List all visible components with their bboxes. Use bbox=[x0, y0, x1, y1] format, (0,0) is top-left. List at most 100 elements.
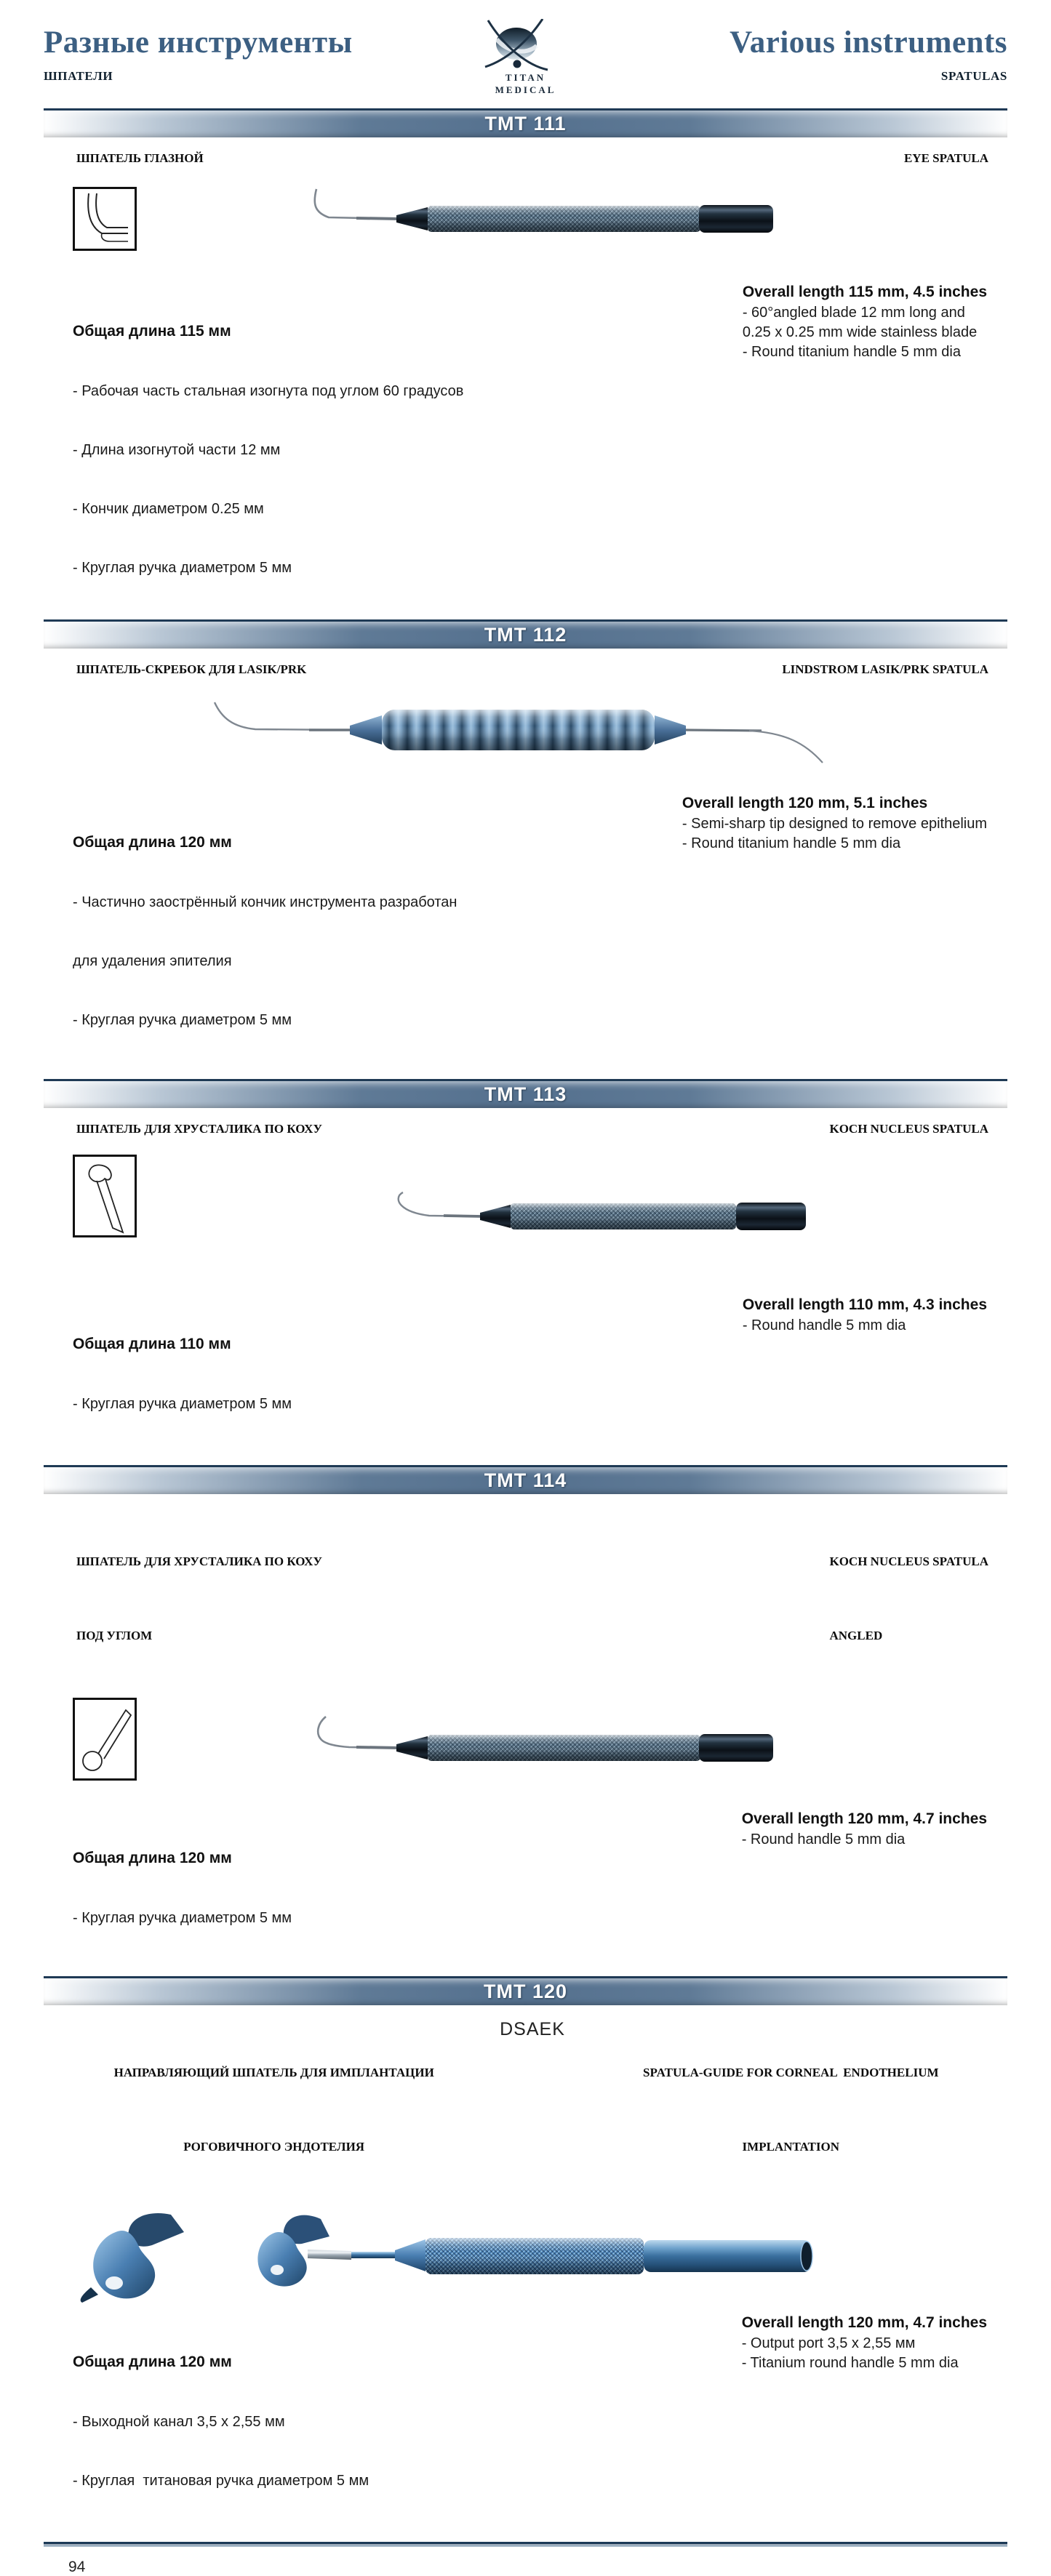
desc-title: Overall length 115 mm, 4.5 inches bbox=[742, 283, 987, 300]
page-number: 94 bbox=[68, 2558, 86, 2575]
section-banner: TMT 114 bbox=[44, 1464, 1007, 1494]
section-tmt-111: TMT 111 ШПАТЕЛЬ ГЛАЗНОЙ EYE SPATULA bbox=[44, 108, 1007, 617]
desc-line: - Круглая титановая ручка диаметром 5 мм bbox=[73, 2472, 369, 2489]
description-row: Общая длина 115 мм - Рабочая часть сталь… bbox=[44, 281, 1007, 617]
section-subheader: НАПРАВЛЯЮЩИЙ ШПАТЕЛЬ ДЛЯ ИМПЛАНТАЦИИ РОГ… bbox=[44, 2011, 1007, 2209]
figure-row bbox=[44, 2209, 1007, 2311]
desc-line: - Round titanium handle 5 mm dia bbox=[742, 343, 961, 360]
tip-drawing-thumbnail bbox=[73, 1697, 137, 1781]
titan-medical-logo: TITAN MEDICAL bbox=[479, 19, 573, 97]
instrument-photo bbox=[240, 182, 815, 254]
description-row: Общая длина 110 мм - Круглая ручка диаме… bbox=[44, 1294, 1007, 1453]
desc-title: Overall length 120 mm, 4.7 inches bbox=[741, 1810, 987, 1827]
description-row: Общая длина 120 мм - Выходной канал 3,5 … bbox=[44, 2312, 1007, 2530]
tip-drawing-thumbnail bbox=[73, 186, 137, 251]
instrument-114-svg bbox=[316, 1715, 773, 1762]
page-subtitle-en: SPATULAS bbox=[940, 69, 1007, 84]
desc-line: - Выходной канал 3,5 x 2,55 мм bbox=[73, 2413, 285, 2430]
section-title-ru: ШПАТЕЛЬ ДЛЯ ХРУСТАЛИКА ПО КОХУ ПОД УГЛОМ bbox=[76, 1500, 322, 1698]
desc-line: - Round titanium handle 5 mm dia bbox=[682, 835, 901, 851]
section-code: TMT 114 bbox=[484, 1469, 567, 1491]
desc-line: - Output port 3,5 x 2,55 мм bbox=[741, 2335, 916, 2351]
desc-line: - Рабочая часть стальная изогнута под уг… bbox=[73, 382, 464, 399]
page-title-en: Various instruments bbox=[730, 25, 1007, 60]
description-ru: Общая длина 120 мм - Выходной канал 3,5 … bbox=[44, 2312, 369, 2530]
section-title-en: KOCH NUCLEUS SPATULA ANGLED bbox=[829, 1500, 988, 1698]
description-ru: Общая длина 120 мм - Круглая ручка диаме… bbox=[44, 1808, 292, 1967]
tip-closeup-svg bbox=[80, 2212, 184, 2303]
desc-title: Общая длина 110 мм bbox=[73, 1335, 231, 1352]
tip-closeup-photo bbox=[62, 2210, 222, 2303]
instrument-photo bbox=[207, 688, 829, 771]
description-en: Overall length 115 mm, 4.5 inches - 60°a… bbox=[743, 281, 987, 617]
desc-title: Общая длина 120 мм bbox=[73, 833, 232, 851]
section-tmt-120: TMT 120 НАПРАВЛЯЮЩИЙ ШПАТЕЛЬ ДЛЯ ИМПЛАНТ… bbox=[44, 1975, 1007, 2530]
desc-title: Overall length 110 mm, 4.3 inches bbox=[742, 1296, 987, 1313]
desc-title: Общая длина 120 мм bbox=[73, 1849, 232, 1866]
desc-line: - Titanium round handle 5 mm dia bbox=[741, 2354, 959, 2371]
desc-line: 0.25 x 0.25 mm wide stainless blade bbox=[742, 324, 978, 340]
figure-row bbox=[44, 682, 1007, 791]
section-title-ru: НАПРАВЛЯЮЩИЙ ШПАТЕЛЬ ДЛЯ ИМПЛАНТАЦИИ РОГ… bbox=[76, 2011, 471, 2209]
description-ru: Общая длина 120 мм - Частично заострённы… bbox=[44, 793, 457, 1070]
desc-line: - Круглая ручка диаметром 5 мм bbox=[73, 559, 292, 576]
section-tmt-112: TMT 112 ШПАТЕЛЬ-СКРЕБОК ДЛЯ LASIK/PRK LI… bbox=[44, 619, 1007, 1070]
description-en: Overall length 110 mm, 4.3 inches - Roun… bbox=[743, 1294, 987, 1453]
desc-title: Общая длина 115 мм bbox=[73, 322, 231, 340]
description-en: Overall length 120 mm, 4.7 inches - Outp… bbox=[742, 2312, 987, 2530]
desc-line: - Длина изогнутой части 12 мм bbox=[73, 441, 281, 458]
tip-drawing-thumbnail bbox=[73, 1154, 137, 1237]
description-ru: Общая длина 110 мм - Круглая ручка диаме… bbox=[44, 1294, 292, 1453]
section-title-en-line: IMPLANTATION bbox=[742, 2139, 840, 2154]
desc-line: - Round handle 5 mm dia bbox=[742, 1317, 906, 1333]
section-title-en: KOCH NUCLEUS SPATULA bbox=[829, 1121, 988, 1136]
page-subtitle-ru: ШПАТЕЛИ bbox=[44, 69, 113, 84]
eye-logo-icon bbox=[484, 19, 548, 71]
logo-text-line1: TITAN bbox=[505, 72, 546, 83]
section-subheader: ШПАТЕЛЬ ГЛАЗНОЙ EYE SPATULA bbox=[44, 146, 1007, 171]
desc-title: Overall length 120 mm, 5.1 inches bbox=[682, 794, 928, 811]
description-ru: Общая длина 115 мм - Рабочая часть сталь… bbox=[44, 281, 463, 617]
section-title-en: LINDSTROM LASIK/PRK SPATULA bbox=[782, 662, 988, 676]
section-code: TMT 112 bbox=[484, 623, 567, 646]
instrument-photo bbox=[342, 1179, 815, 1252]
desc-line: - 60°angled blade 12 mm long and bbox=[742, 304, 965, 321]
instrument-photo bbox=[240, 1711, 815, 1783]
section-tmt-113: TMT 113 ШПАТЕЛЬ ДЛЯ ХРУСТАЛИКА ПО КОХУ K… bbox=[44, 1078, 1007, 1453]
section-title-ru: ШПАТЕЛЬ ДЛЯ ХРУСТАЛИКА ПО КОХУ bbox=[76, 1121, 322, 1136]
figure-row bbox=[44, 1141, 1007, 1293]
description-en: Overall length 120 mm, 5.1 inches - Semi… bbox=[682, 793, 987, 1070]
section-subheader: ШПАТЕЛЬ ДЛЯ ХРУСТАЛИКА ПО КОХУ ПОД УГЛОМ… bbox=[44, 1500, 1007, 1698]
desc-line: - Круглая ручка диаметром 5 мм bbox=[73, 1011, 292, 1028]
description-row: Общая длина 120 мм - Частично заострённы… bbox=[44, 793, 1007, 1070]
section-code: TMT 111 bbox=[484, 112, 567, 135]
section-title-en: SPATULA-GUIDE FOR CORNEAL ENDOTHELIUM IM… bbox=[594, 2011, 988, 2209]
section-title-en: EYE SPATULA bbox=[903, 151, 988, 165]
header-right: Various instruments SPATULAS bbox=[573, 26, 1008, 84]
page-title-ru: Разные инструменты bbox=[44, 25, 353, 60]
section-subheader: ШПАТЕЛЬ-СКРЕБОК ДЛЯ LASIK/PRK LINDSTROM … bbox=[44, 657, 1007, 682]
section-tmt-114: TMT 114 ШПАТЕЛЬ ДЛЯ ХРУСТАЛИКА ПО КОХУ П… bbox=[44, 1464, 1007, 1967]
section-subheader: ШПАТЕЛЬ ДЛЯ ХРУСТАЛИКА ПО КОХУ KOCH NUCL… bbox=[44, 1117, 1007, 1141]
instrument-112-svg bbox=[213, 702, 823, 763]
desc-line: - Частично заострённый кончик инструмент… bbox=[73, 894, 457, 910]
instrument-111-svg bbox=[313, 188, 773, 233]
section-title-ru-line: РОГОВИЧНОГО ЭНДОТЕЛИЯ bbox=[183, 2139, 365, 2154]
desc-line: - Круглая ручка диаметром 5 мм bbox=[73, 1395, 292, 1412]
desc-line: - Круглая ручка диаметром 5 мм bbox=[73, 1909, 292, 1926]
figure-row bbox=[44, 1697, 1007, 1807]
section-banner: TMT 113 bbox=[44, 1078, 1007, 1108]
section-title-ru-line: НАПРАВЛЯЮЩИЙ ШПАТЕЛЬ ДЛЯ ИМПЛАНТАЦИИ bbox=[113, 2065, 434, 2079]
instrument-120-svg bbox=[257, 2215, 813, 2287]
section-title-ru-line: ШПАТЕЛЬ ДЛЯ ХРУСТАЛИКА ПО КОХУ bbox=[76, 1554, 322, 1568]
figure-row bbox=[44, 171, 1007, 280]
header-left: Разные инструменты ШПАТЕЛИ bbox=[44, 26, 479, 84]
section-center-label: DSAEK bbox=[500, 2018, 565, 2039]
desc-line: для удаления эпителия bbox=[73, 952, 232, 969]
desc-line: - Semi-sharp tip designed to remove epit… bbox=[682, 815, 987, 832]
tip-drawing-icon bbox=[87, 193, 128, 242]
section-banner: TMT 112 bbox=[44, 619, 1007, 649]
section-banner: TMT 111 bbox=[44, 108, 1007, 137]
section-title-en-line: ANGLED bbox=[829, 1628, 883, 1642]
page-header: Разные инструменты ШПАТЕЛИ TITAN MEDICAL… bbox=[44, 0, 1007, 97]
